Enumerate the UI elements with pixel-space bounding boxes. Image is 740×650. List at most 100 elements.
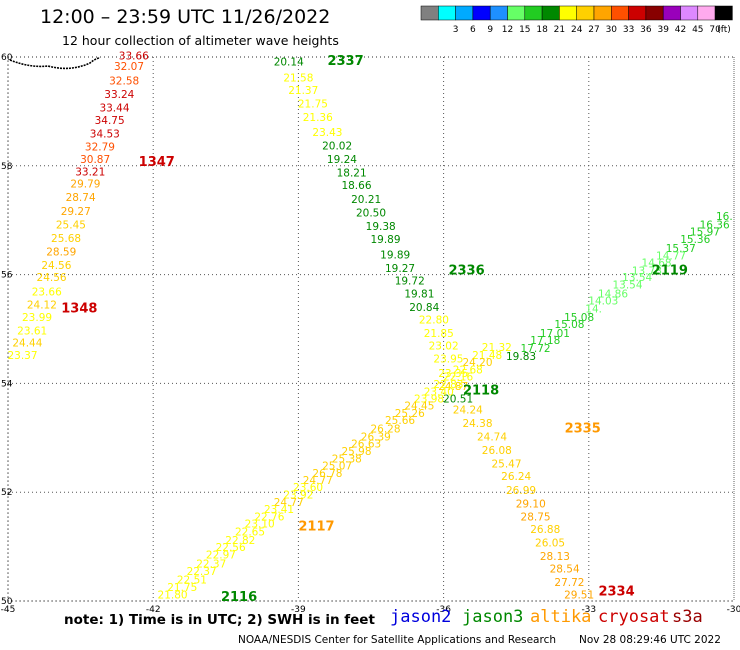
wave-height-label: 23.66 <box>32 286 62 298</box>
wave-height-label: 23.61 <box>17 325 47 337</box>
color-scale-label: 42 <box>675 25 686 35</box>
x-tick-label: -42 <box>146 605 161 615</box>
wave-height-label: 17.18 <box>530 335 560 347</box>
color-scale-label: 45 <box>692 25 703 35</box>
wave-height-label: 18.66 <box>341 180 371 192</box>
wave-height-label: 34.75 <box>95 115 125 127</box>
wave-height-label: 23.41 <box>264 504 294 516</box>
wave-height-label: 20.84 <box>409 302 439 314</box>
wave-height-label: 14.03 <box>588 296 618 308</box>
wave-height-label: 29.27 <box>61 206 91 218</box>
wave-height-label: 23.43 <box>312 127 342 139</box>
wave-height-label: 24.77 <box>274 497 304 509</box>
color-scale-label: 15 <box>519 25 530 35</box>
y-tick-label: 54 <box>1 379 13 389</box>
wave-height-label: 22.65 <box>235 527 265 539</box>
wave-height-label: 26.63 <box>351 439 381 451</box>
track-time-label: 2337 <box>327 54 363 69</box>
wave-height-label: 25.98 <box>341 446 371 458</box>
wave-height-label: 14. <box>585 304 602 316</box>
wave-height-label: 23.98 <box>414 393 444 405</box>
color-scale-label: 21 <box>554 25 565 35</box>
wave-height-label: 14.77 <box>656 250 686 262</box>
color-scale-label: 27 <box>588 25 599 35</box>
wave-height-label: 24.77 <box>303 475 333 487</box>
satellite-label-jason3: jason3 <box>462 607 524 627</box>
wave-height-label: 33.44 <box>99 102 129 114</box>
chart-subtitle: 12 hour collection of altimeter wave hei… <box>62 33 339 48</box>
wave-height-label: 22.76 <box>254 511 284 523</box>
wave-height-label: 22.97 <box>206 550 236 562</box>
wave-height-label: 23.95 <box>433 354 463 366</box>
wave-height-label: 26.88 <box>530 524 560 536</box>
wave-height-label: 29.51 <box>564 589 594 601</box>
wave-height-label: 21.37 <box>288 85 318 97</box>
wave-height-label: 33.66 <box>119 51 149 63</box>
wave-height-label: 26.08 <box>482 445 512 457</box>
track-time-label: 2116 <box>221 590 257 605</box>
wave-height-label: 15.37 <box>666 243 696 255</box>
wave-height-label: 28.54 <box>550 564 580 576</box>
color-scale-unit: (ft) <box>717 25 731 35</box>
color-scale-label: 12 <box>502 25 513 35</box>
wave-height-label: 20.51 <box>443 393 473 405</box>
wave-height-label: 27.72 <box>554 577 584 589</box>
wave-height-label: 23.02 <box>429 341 459 353</box>
wave-height-label: 19.38 <box>366 221 396 233</box>
wave-height-label: 22.51 <box>177 575 207 587</box>
wave-height-label: 24.12 <box>27 299 57 311</box>
wave-height-label: 21.80 <box>158 589 188 601</box>
footer-timestamp: Nov 28 08:29:46 UTC 2022 <box>579 634 721 646</box>
track-time-label: 2334 <box>598 585 634 600</box>
wave-height-label: 25.68 <box>51 233 81 245</box>
y-tick-label: 50 <box>1 597 13 607</box>
color-scale-label: 36 <box>640 25 652 35</box>
wave-height-label: 22.80 <box>419 315 449 327</box>
satellite-label-jason2: jason2 <box>390 607 452 627</box>
wave-height-label: 26.78 <box>312 468 342 480</box>
wave-height-label: 19.83 <box>506 351 536 363</box>
wave-height-label: 21.75 <box>167 582 197 594</box>
color-scale-label: 33 <box>623 25 634 35</box>
y-tick-label: 52 <box>1 488 12 498</box>
wave-height-label: 19.24 <box>327 154 357 166</box>
wave-height-label: 13.54 <box>612 280 642 292</box>
wave-height-label: 25.07 <box>322 460 352 472</box>
wave-height-label: 32.58 <box>109 76 139 88</box>
wave-height-label: 20.02 <box>322 140 352 152</box>
y-tick-label: 56 <box>1 271 13 281</box>
wave-height-label: 19.27 <box>385 263 415 275</box>
satellite-label-altika: altika <box>530 607 592 627</box>
wave-height-label: 13.54 <box>622 272 652 284</box>
wave-height-label: 14.86 <box>598 288 628 300</box>
wave-height-label: 21.36 <box>303 112 333 124</box>
wave-height-label: 29.10 <box>516 498 546 510</box>
wave-height-label: 19.81 <box>404 288 434 300</box>
footer-note: note: 1) Time is in UTC; 2) SWH is in fe… <box>64 612 375 628</box>
x-tick-label: -39 <box>291 605 306 615</box>
wave-height-label: 22.16 <box>443 372 473 384</box>
wave-height-label: 32.79 <box>85 142 115 154</box>
plot-frame <box>7 56 735 602</box>
color-scale-label: 6 <box>470 25 476 35</box>
track-time-label: 2336 <box>448 264 484 279</box>
coastline-outline <box>9 57 101 70</box>
track-time-label: 1347 <box>139 155 175 170</box>
wave-height-label: 23.99 <box>22 312 52 324</box>
color-scale-legend: 3 6 9 12 15 18 21 24 27 30 33 36 39 42 45 70(ft) <box>420 5 733 35</box>
wave-height-label: 18.21 <box>337 168 367 180</box>
wave-height-label: 26.39 <box>361 432 391 444</box>
track-time-label: 2118 <box>463 383 499 398</box>
wave-height-label: 24.38 <box>462 418 492 430</box>
footer-credit: NOAA/NESDIS Center for Satellite Applica… <box>238 634 556 646</box>
wave-height-label: 20.50 <box>356 207 386 219</box>
wave-height-label: 26.05 <box>535 538 565 550</box>
wave-height-label: 21.48 <box>472 350 502 362</box>
wave-height-label: 26.24 <box>501 471 531 483</box>
y-tick-label: 60 <box>1 53 13 63</box>
wave-height-label: 24.56 <box>37 272 67 284</box>
wave-height-label: 28.59 <box>46 247 76 259</box>
wave-height-label: 28.74 <box>66 192 96 204</box>
color-scale-label: 9 <box>487 25 493 35</box>
